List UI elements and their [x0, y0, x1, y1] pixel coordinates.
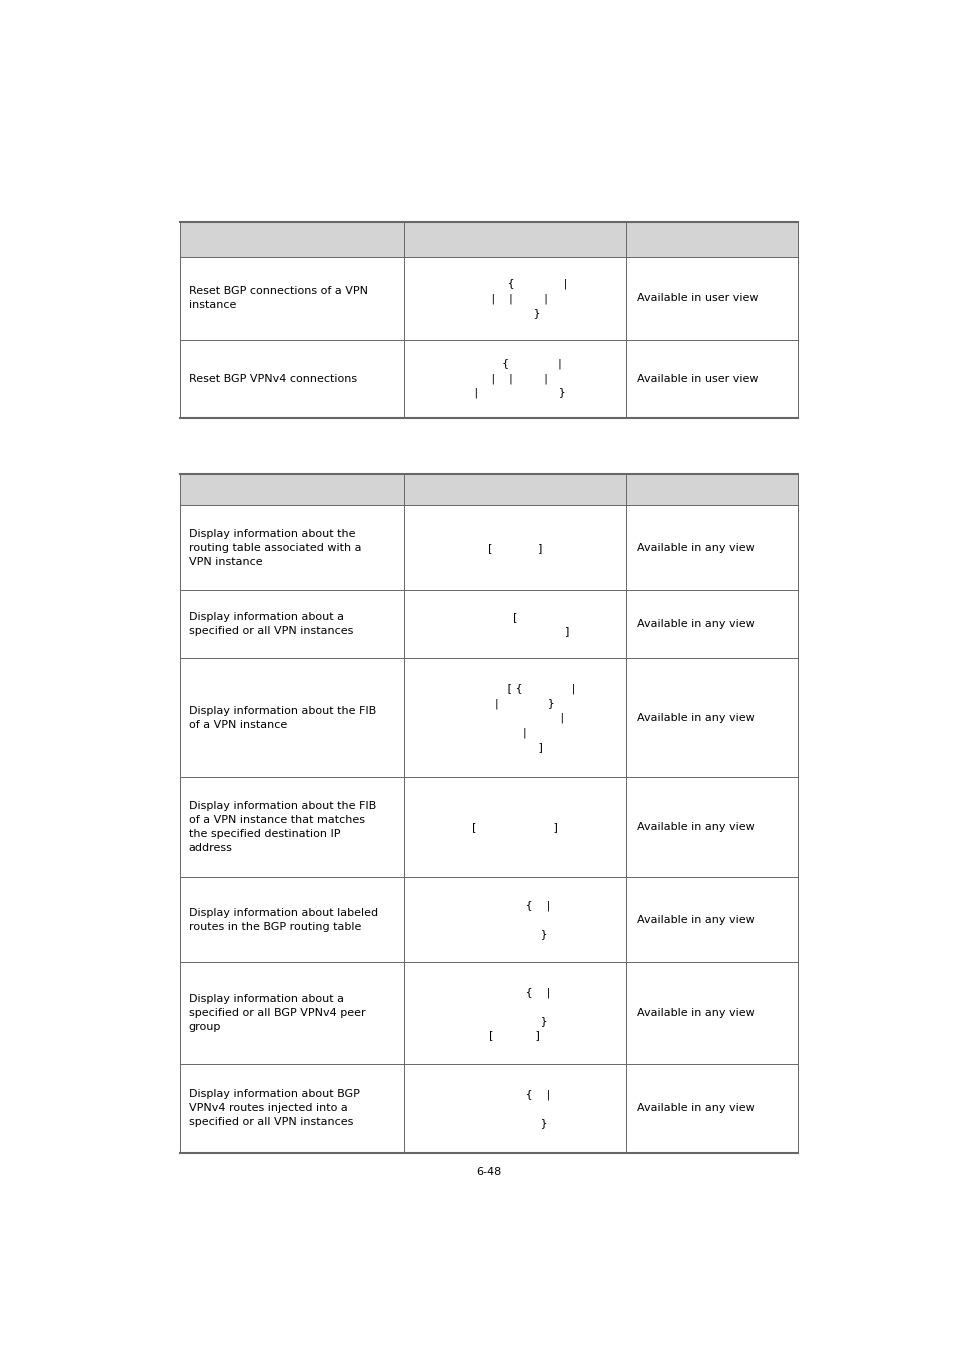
Text: [             ]: [ ] [487, 543, 541, 552]
Text: [                      ]: [ ] [472, 822, 558, 833]
Bar [180, 657, 797, 778]
Text: Available in any view: Available in any view [637, 915, 754, 925]
Text: Display information about the FIB
of a VPN instance: Display information about the FIB of a V… [189, 706, 375, 729]
Bar [180, 778, 797, 878]
Bar [180, 256, 797, 340]
Text: 6-48: 6-48 [476, 1168, 501, 1177]
Text: Display information about labeled
routes in the BGP routing table: Display information about labeled routes… [189, 907, 377, 931]
Text: Display information about the FIB
of a VPN instance that matches
the specified d: Display information about the FIB of a V… [189, 802, 375, 853]
Text: {              |
   |    |         |
             }: { | | | | } [461, 278, 567, 317]
Text: Display information about BGP
VPNv4 routes injected into a
specified or all VPN : Display information about BGP VPNv4 rout… [189, 1089, 359, 1127]
Text: Available in any view: Available in any view [637, 1103, 754, 1114]
Bar [180, 340, 797, 417]
Text: Available in any view: Available in any view [637, 543, 754, 552]
Text: Available in any view: Available in any view [637, 713, 754, 722]
Text: {              |
   |    |         |
   |                       }: { | | | | | } [463, 359, 565, 398]
Text: Available in any view: Available in any view [637, 822, 754, 833]
Text: Display information about the
routing table associated with a
VPN instance: Display information about the routing ta… [189, 529, 361, 567]
Text: Display information about a
specified or all BGP VPNv4 peer
group: Display information about a specified or… [189, 995, 365, 1033]
Text: Available in any view: Available in any view [637, 620, 754, 629]
Bar [180, 963, 797, 1064]
Text: Reset BGP VPNv4 connections: Reset BGP VPNv4 connections [189, 374, 356, 383]
Text: [ {              |
      |              }
                           |
      |
 : [ { | | } | | [455, 683, 575, 752]
Bar [180, 223, 797, 256]
Text: {    |

                 }
[            ]: { | } [ ] [479, 987, 549, 1040]
Bar [180, 878, 797, 963]
Text: {    |

                 }: { | } [479, 900, 549, 940]
Text: {    |

                 }: { | } [479, 1089, 549, 1127]
Text: Available in any view: Available in any view [637, 1008, 754, 1018]
Bar [180, 590, 797, 657]
Text: Reset BGP connections of a VPN
instance: Reset BGP connections of a VPN instance [189, 286, 367, 310]
Text: Available in user view: Available in user view [637, 374, 758, 383]
Text: [
                              ]: [ ] [459, 612, 569, 636]
Text: Available in user view: Available in user view [637, 293, 758, 304]
Bar [180, 474, 797, 505]
Bar [180, 505, 797, 590]
Bar [180, 1064, 797, 1153]
Text: Display information about a
specified or all VPN instances: Display information about a specified or… [189, 612, 353, 636]
